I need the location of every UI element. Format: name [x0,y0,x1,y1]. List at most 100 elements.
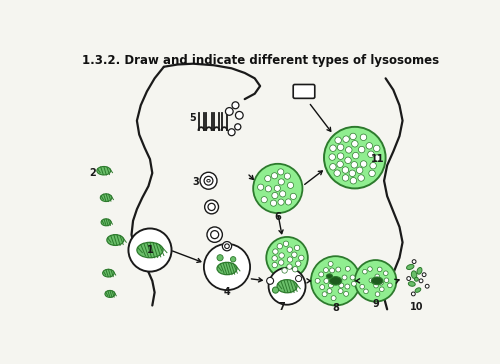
Circle shape [328,261,333,266]
Circle shape [272,262,278,268]
Circle shape [350,178,356,184]
Text: 4: 4 [224,286,230,297]
Circle shape [268,268,306,305]
Circle shape [272,173,278,179]
Circle shape [343,136,349,142]
Circle shape [344,292,348,296]
Circle shape [294,245,300,250]
Circle shape [412,292,416,296]
Circle shape [369,170,376,177]
Circle shape [337,161,344,167]
FancyBboxPatch shape [293,84,315,98]
Ellipse shape [417,268,422,274]
Circle shape [426,284,429,288]
Circle shape [279,253,284,258]
Circle shape [362,269,367,274]
Circle shape [345,157,352,163]
Circle shape [380,287,384,292]
Circle shape [346,266,350,271]
Text: 8: 8 [332,303,339,313]
Ellipse shape [415,288,421,292]
Text: 1: 1 [146,245,154,255]
Ellipse shape [372,277,383,285]
Circle shape [208,203,215,210]
Circle shape [369,278,374,283]
Circle shape [261,197,268,203]
Circle shape [360,284,364,289]
Circle shape [296,276,302,282]
Circle shape [346,147,352,153]
Circle shape [360,161,367,167]
Circle shape [128,229,172,272]
Ellipse shape [414,277,418,281]
Circle shape [282,268,288,273]
Circle shape [258,184,264,190]
Circle shape [322,292,327,297]
Circle shape [288,257,292,262]
Ellipse shape [326,274,332,278]
Circle shape [330,268,334,273]
Circle shape [330,145,336,151]
Circle shape [222,242,232,251]
Circle shape [374,283,378,288]
Text: 3: 3 [193,177,200,187]
Circle shape [292,252,297,257]
Ellipse shape [105,290,115,297]
Circle shape [270,200,276,206]
Text: 10: 10 [410,302,423,312]
Circle shape [368,267,372,271]
Circle shape [278,179,284,185]
Circle shape [334,278,340,283]
Circle shape [280,191,285,197]
Text: 2: 2 [90,168,96,178]
Circle shape [290,193,296,199]
Circle shape [230,257,236,262]
Circle shape [374,145,380,152]
Circle shape [352,141,358,147]
Circle shape [253,164,302,213]
Circle shape [272,249,278,254]
Circle shape [319,272,324,277]
Circle shape [232,102,239,109]
Circle shape [288,182,294,189]
Circle shape [338,144,344,151]
Circle shape [412,260,416,264]
Circle shape [236,111,243,119]
Circle shape [342,167,348,173]
Circle shape [204,244,250,290]
Circle shape [277,244,282,249]
Circle shape [287,264,292,269]
Circle shape [324,127,386,189]
Circle shape [352,153,359,159]
Ellipse shape [406,264,414,269]
Circle shape [272,287,278,293]
Circle shape [264,175,271,182]
Text: 11: 11 [371,154,384,164]
Text: 7: 7 [278,302,285,312]
Ellipse shape [207,179,210,182]
Circle shape [384,278,389,282]
Circle shape [278,260,284,265]
Circle shape [366,143,372,149]
Circle shape [338,153,344,159]
Circle shape [375,274,380,279]
Circle shape [360,134,366,141]
Circle shape [350,275,355,280]
Ellipse shape [102,269,114,277]
Circle shape [286,199,292,205]
Circle shape [351,162,358,168]
Circle shape [315,278,320,283]
Circle shape [278,169,284,175]
Circle shape [364,289,368,294]
Text: 9: 9 [372,299,379,309]
Circle shape [339,283,344,288]
Circle shape [355,260,397,302]
Circle shape [378,280,384,285]
Circle shape [349,170,356,177]
Circle shape [217,255,223,261]
Circle shape [200,172,217,189]
Circle shape [228,129,235,136]
Circle shape [388,283,392,288]
Circle shape [407,277,410,280]
Circle shape [266,277,274,284]
